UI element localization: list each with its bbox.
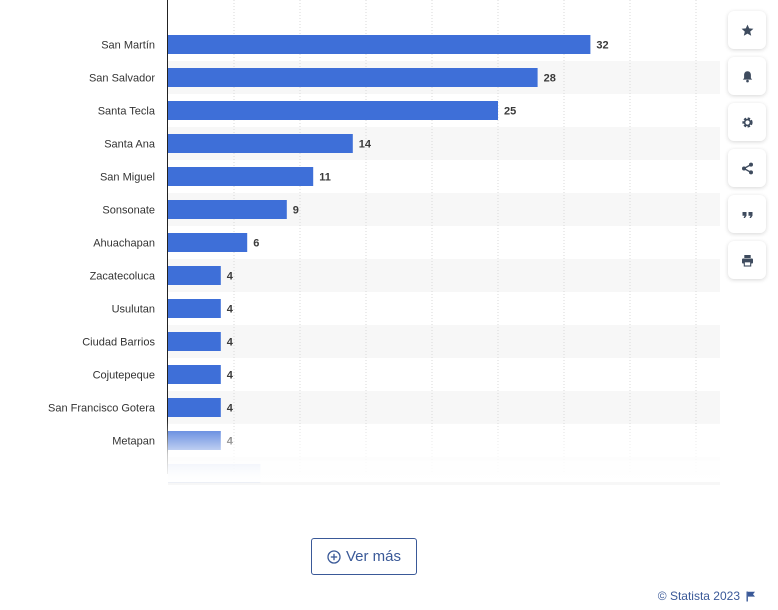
value-label: 9 [293, 205, 299, 217]
bar-partial [168, 464, 261, 483]
statista-credit[interactable]: © Statista 2023 [658, 589, 756, 603]
bell-icon [742, 70, 752, 82]
value-label: 4 [227, 403, 234, 415]
row-band [168, 391, 720, 424]
value-label: 4 [227, 436, 234, 448]
print-icon [741, 254, 753, 267]
category-label: San Martín [101, 40, 155, 52]
value-label: 14 [359, 139, 372, 151]
share-button[interactable] [728, 149, 766, 187]
category-label: Metapan [112, 436, 155, 448]
bar [168, 101, 498, 120]
row-band [168, 325, 720, 358]
bar [168, 68, 538, 87]
category-label: Ciudad Barrios [82, 337, 155, 349]
flag-icon [746, 591, 755, 601]
bar [168, 200, 287, 219]
quote-icon [742, 211, 752, 218]
category-label: San Salvador [89, 73, 155, 85]
category-label: Zacatecoluca [90, 271, 156, 283]
notification-button[interactable] [728, 57, 766, 95]
chart-area: San Martín 32 San Salvador 28 Santa Tecla 25 S… [48, 0, 720, 485]
bar [168, 431, 221, 450]
value-label: 25 [504, 106, 516, 118]
value-label: 32 [596, 40, 608, 52]
category-label: San Miguel [100, 172, 155, 184]
credit-text: © Statista 2023 [657, 589, 740, 603]
bar [168, 332, 221, 351]
star-icon [741, 24, 753, 36]
bar [168, 35, 591, 54]
category-label: Cojutepeque [93, 370, 155, 382]
bar [168, 266, 221, 285]
ver-mas-button[interactable]: Ver más [311, 538, 417, 575]
value-label: 4 [227, 271, 234, 283]
bar [168, 365, 221, 384]
category-label: San Francisco Gotera [48, 403, 156, 415]
value-label: 4 [227, 370, 234, 382]
bar [168, 299, 221, 318]
value-label: 6 [253, 238, 259, 250]
category-label: Santa Tecla [98, 106, 156, 118]
category-label: Sonsonate [102, 205, 155, 217]
gear-icon [741, 116, 753, 128]
category-label: Ahuachapan [93, 238, 155, 250]
cite-button[interactable] [728, 195, 766, 233]
value-label: 28 [544, 73, 556, 85]
category-label: Usulutan [112, 304, 155, 316]
value-label: 4 [227, 337, 234, 349]
side-toolbar [728, 11, 766, 287]
value-label: 4 [227, 304, 234, 316]
ver-mas-label: Ver más [345, 548, 402, 565]
row-band [168, 259, 720, 292]
print-button[interactable] [728, 241, 766, 279]
settings-button[interactable] [728, 103, 766, 141]
favorite-button[interactable] [728, 11, 766, 49]
category-label: Santa Ana [104, 139, 156, 151]
bar [168, 233, 248, 252]
bar-chart: San Martín 32 San Salvador 28 Santa Tecla 25 S… [48, 0, 720, 483]
value-label: 11 [319, 172, 331, 184]
bar [168, 134, 353, 153]
bar [168, 398, 221, 417]
bar [168, 167, 314, 186]
plus-circle-icon [327, 549, 341, 564]
share-icon [741, 162, 753, 174]
